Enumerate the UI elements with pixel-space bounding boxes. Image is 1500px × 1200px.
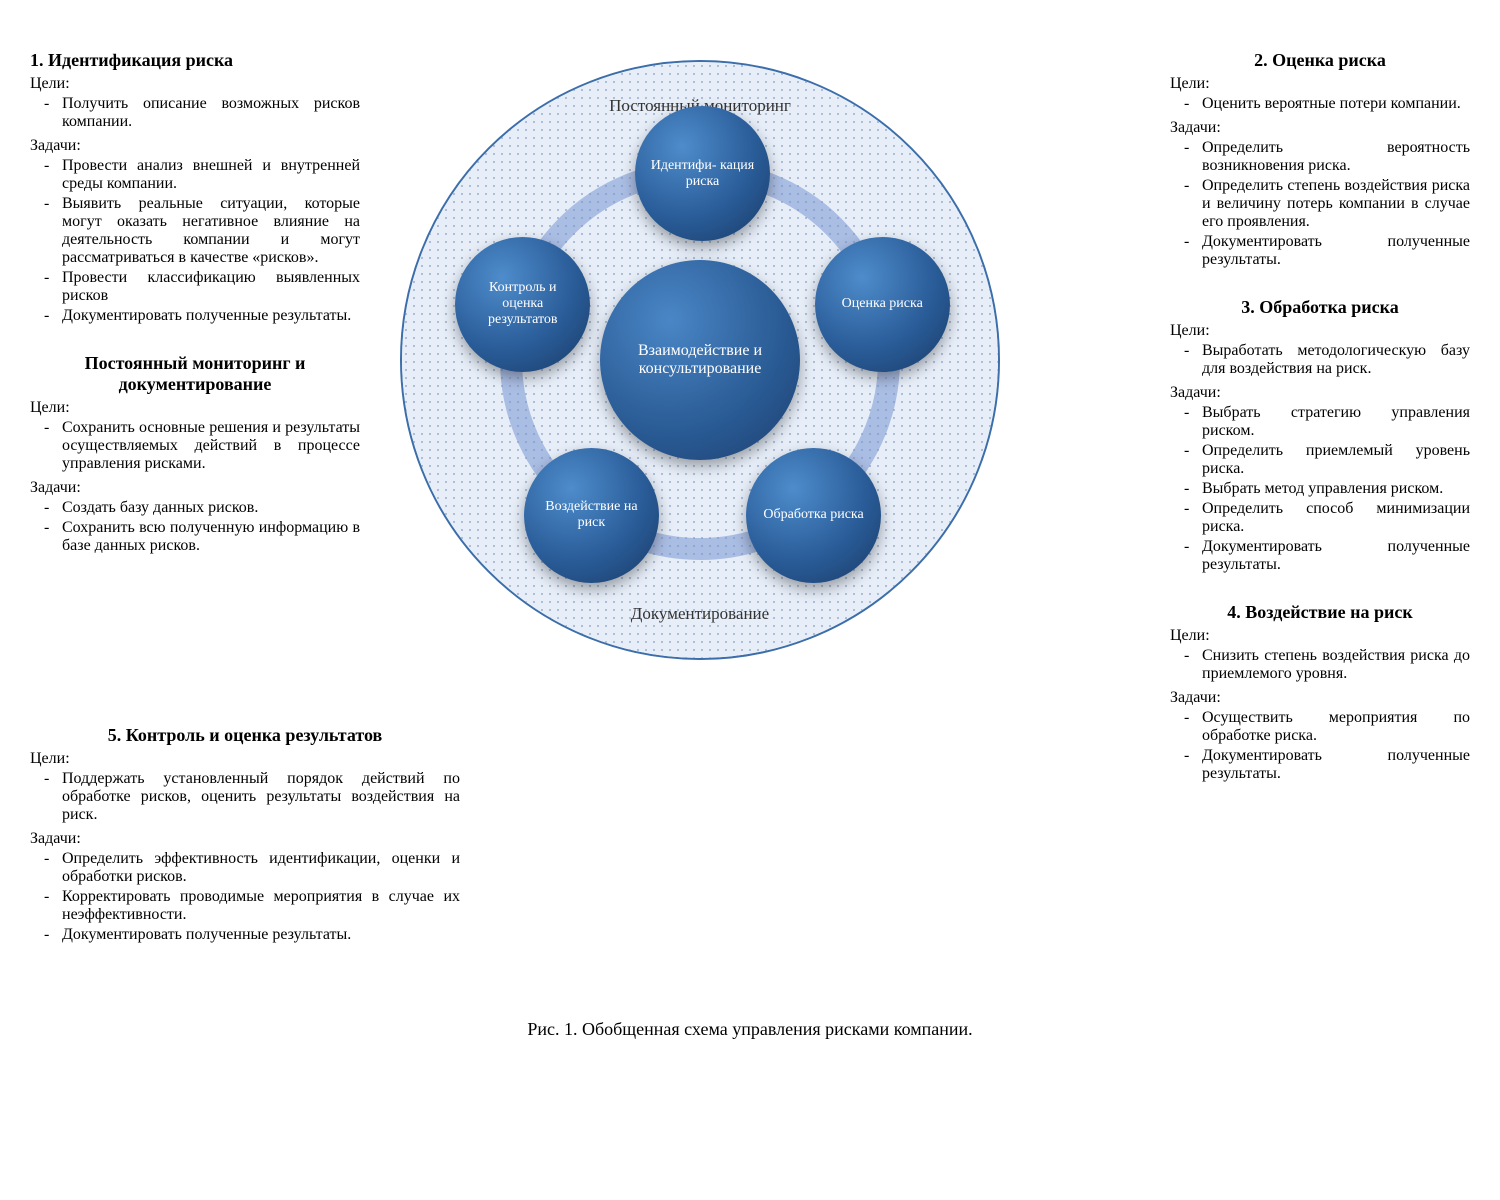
tasks-label: Задачи: bbox=[1170, 384, 1470, 402]
list-item: Провести анализ внешней и внутренней сре… bbox=[40, 157, 360, 193]
section-1-tasks: Провести анализ внешней и внутренней сре… bbox=[30, 157, 360, 325]
list-item: Документировать полученные результаты. bbox=[40, 926, 460, 944]
section-1-goals: Получить описание возможных рисков компа… bbox=[30, 95, 360, 131]
section-5-goals: Поддержать установленный порядок действи… bbox=[30, 770, 460, 824]
tasks-label: Задачи: bbox=[30, 479, 360, 497]
section-2-goals: Оценить вероятные потери компании. bbox=[1170, 95, 1470, 113]
lower-left-column: 5. Контроль и оценка результатов Цели: П… bbox=[30, 725, 460, 972]
list-item: Документировать полученные результаты. bbox=[1180, 747, 1470, 783]
section-3-title: 3. Обработка риска bbox=[1170, 297, 1470, 318]
list-item: Определить приемлемый уровень риска. bbox=[1180, 442, 1470, 478]
outer-label-bottom: Документирование bbox=[631, 604, 769, 624]
list-item: Корректировать проводимые мероприятия в … bbox=[40, 888, 460, 924]
list-item: Определить способ минимизации риска. bbox=[1180, 500, 1470, 536]
section-4-tasks: Осуществить мероприятия по обработке рис… bbox=[1170, 709, 1470, 783]
section-2-tasks: Определить вероятность возникновения рис… bbox=[1170, 139, 1470, 269]
list-item: Выбрать стратегию управления риском. bbox=[1180, 404, 1470, 440]
risk-diagram: Постоянный мониторинг Документирование В… bbox=[400, 60, 1000, 660]
list-item: Провести классификацию выявленных рисков bbox=[40, 269, 360, 305]
section-monitor-goals: Сохранить основные решения и результаты … bbox=[30, 419, 360, 473]
section-2: 2. Оценка риска Цели: Оценить вероятные … bbox=[1170, 50, 1470, 269]
node-assess: Оценка риска bbox=[815, 237, 950, 372]
outer-circle: Постоянный мониторинг Документирование В… bbox=[400, 60, 1000, 660]
list-item: Определить эффективность идентификации, … bbox=[40, 850, 460, 886]
list-item: Поддержать установленный порядок действи… bbox=[40, 770, 460, 824]
tasks-label: Задачи: bbox=[30, 830, 460, 848]
list-item: Оценить вероятные потери компании. bbox=[1180, 95, 1470, 113]
section-5: 5. Контроль и оценка результатов Цели: П… bbox=[30, 725, 460, 944]
section-4-title: 4. Воздействие на риск bbox=[1170, 602, 1470, 623]
list-item: Создать базу данных рисков. bbox=[40, 499, 360, 517]
section-3-tasks: Выбрать стратегию управления риском.Опре… bbox=[1170, 404, 1470, 574]
section-1: 1. Идентификация риска Цели: Получить оп… bbox=[30, 50, 360, 325]
node-control: Контроль и оценка результатов bbox=[455, 237, 590, 372]
center-node: Взаимодействие и консультирование bbox=[600, 260, 800, 460]
list-item: Выявить реальные ситуации, которые могут… bbox=[40, 195, 360, 267]
goals-label: Цели: bbox=[30, 75, 360, 93]
right-column: 2. Оценка риска Цели: Оценить вероятные … bbox=[1170, 50, 1470, 811]
figure-caption: Рис. 1. Обобщенная схема управления риск… bbox=[527, 1019, 972, 1040]
goals-label: Цели: bbox=[1170, 75, 1470, 93]
node-impact: Воздействие на риск bbox=[524, 448, 659, 583]
list-item: Снизить степень воздействия риска до при… bbox=[1180, 647, 1470, 683]
section-3: 3. Обработка риска Цели: Выработать мето… bbox=[1170, 297, 1470, 574]
section-4-goals: Снизить степень воздействия риска до при… bbox=[1170, 647, 1470, 683]
list-item: Получить описание возможных рисков компа… bbox=[40, 95, 360, 131]
section-monitor-title: Постоянный мониторинг и документирование bbox=[30, 353, 360, 395]
list-item: Определить вероятность возникновения рис… bbox=[1180, 139, 1470, 175]
list-item: Документировать полученные результаты. bbox=[1180, 538, 1470, 574]
list-item: Сохранить всю полученную информацию в ба… bbox=[40, 519, 360, 555]
tasks-label: Задачи: bbox=[1170, 119, 1470, 137]
tasks-label: Задачи: bbox=[1170, 689, 1470, 707]
list-item: Осуществить мероприятия по обработке рис… bbox=[1180, 709, 1470, 745]
goals-label: Цели: bbox=[30, 399, 360, 417]
list-item: Документировать полученные результаты. bbox=[40, 307, 360, 325]
list-item: Определить степень воздействия риска и в… bbox=[1180, 177, 1470, 231]
section-4: 4. Воздействие на риск Цели: Снизить сте… bbox=[1170, 602, 1470, 783]
section-1-title: 1. Идентификация риска bbox=[30, 50, 360, 71]
section-monitor: Постоянный мониторинг и документирование… bbox=[30, 353, 360, 555]
left-column: 1. Идентификация риска Цели: Получить оп… bbox=[30, 50, 360, 583]
node-identify: Идентифи- кация риска bbox=[635, 106, 770, 241]
goals-label: Цели: bbox=[1170, 627, 1470, 645]
section-5-title: 5. Контроль и оценка результатов bbox=[30, 725, 460, 746]
goals-label: Цели: bbox=[30, 750, 460, 768]
section-5-tasks: Определить эффективность идентификации, … bbox=[30, 850, 460, 944]
section-2-title: 2. Оценка риска bbox=[1170, 50, 1470, 71]
goals-label: Цели: bbox=[1170, 322, 1470, 340]
node-process: Обработка риска bbox=[746, 448, 881, 583]
list-item: Документировать полученные результаты. bbox=[1180, 233, 1470, 269]
tasks-label: Задачи: bbox=[30, 137, 360, 155]
list-item: Выбрать метод управления риском. bbox=[1180, 480, 1470, 498]
section-3-goals: Выработать методологическую базу для воз… bbox=[1170, 342, 1470, 378]
page: 1. Идентификация риска Цели: Получить оп… bbox=[0, 0, 1500, 1200]
list-item: Сохранить основные решения и результаты … bbox=[40, 419, 360, 473]
section-monitor-tasks: Создать базу данных рисков. Сохранить всю… bbox=[30, 499, 360, 555]
list-item: Выработать методологическую базу для воз… bbox=[1180, 342, 1470, 378]
